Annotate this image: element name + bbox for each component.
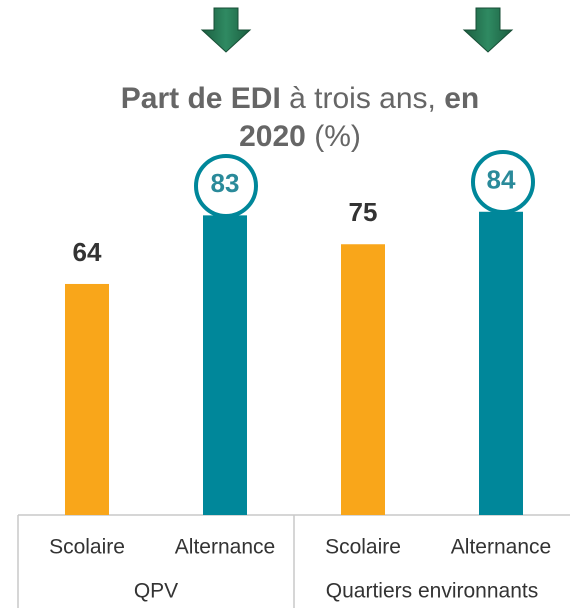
- x-tick-label: Alternance: [175, 536, 275, 559]
- x-tick-label: Scolaire: [325, 536, 401, 559]
- arrow: [462, 7, 514, 53]
- data-label: 64: [73, 237, 102, 267]
- title-line: Part de EDI à trois ans, en: [121, 82, 479, 115]
- bar: [65, 283, 109, 515]
- data-label: 84: [487, 165, 516, 195]
- bar: [479, 211, 523, 515]
- group-label: QPV: [134, 580, 178, 603]
- title-part: Part de EDI: [121, 82, 281, 115]
- bar: [203, 215, 247, 515]
- title-part: à trois ans,: [281, 82, 444, 115]
- arrow: [200, 7, 252, 53]
- title-line: 2020 (%): [239, 120, 361, 153]
- title-part: 2020: [239, 120, 306, 153]
- group-label: Quartiers environnants: [326, 580, 538, 603]
- x-tick-label: Alternance: [451, 536, 551, 559]
- data-label: 75: [349, 197, 378, 227]
- chart-title: Part de EDI à trois ans, en 2020 (%): [121, 82, 479, 153]
- title-part: en: [444, 82, 479, 115]
- data-label: 83: [211, 168, 240, 198]
- x-tick-label: Scolaire: [49, 536, 125, 559]
- bar: [341, 244, 385, 515]
- title-part: (%): [306, 120, 361, 153]
